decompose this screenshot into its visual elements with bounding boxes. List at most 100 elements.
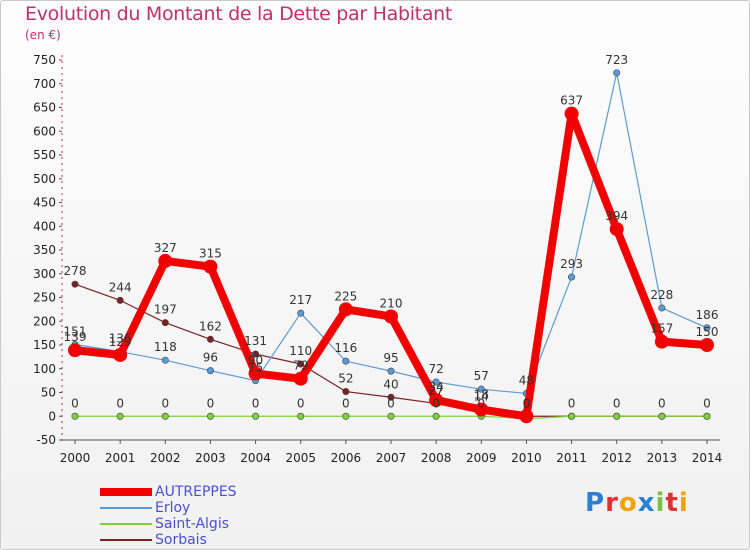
data-point [609, 222, 624, 237]
data-point [432, 378, 440, 386]
data-label: 95 [383, 351, 398, 365]
x-tick-label: 2014 [692, 451, 723, 465]
data-point [252, 350, 260, 358]
data-point [113, 347, 128, 362]
data-label: 157 [650, 322, 673, 336]
y-tick-label: 450 [33, 196, 56, 210]
data-point [564, 106, 579, 121]
y-tick-label: 700 [33, 77, 56, 91]
x-tick-label: 2010 [511, 451, 542, 465]
data-label: 210 [380, 297, 403, 311]
data-label: 136 [109, 332, 132, 346]
data-label: 0 [523, 396, 531, 410]
data-label: 0 [71, 396, 79, 410]
x-tick-label: 2004 [240, 451, 271, 465]
data-label: 0 [658, 396, 666, 410]
data-point [703, 324, 711, 332]
data-label: 217 [289, 293, 312, 307]
x-tick-label: 2013 [647, 451, 678, 465]
data-label: 0 [568, 396, 576, 410]
data-point [342, 388, 350, 396]
y-tick-label: 50 [41, 386, 56, 400]
data-point [338, 302, 353, 317]
data-label: 225 [334, 289, 357, 303]
data-point [116, 412, 124, 420]
data-label: 186 [696, 308, 719, 322]
x-tick-label: 2011 [556, 451, 587, 465]
data-point [161, 319, 169, 327]
legend-label: AUTREPPES [155, 484, 237, 500]
y-tick-label: 250 [33, 291, 56, 305]
x-tick-label: 2007 [376, 451, 407, 465]
y-tick-label: 300 [33, 267, 56, 281]
data-point [654, 334, 669, 349]
data-label: 0 [703, 396, 711, 410]
data-label: 0 [477, 396, 485, 410]
y-tick-label: -50 [36, 433, 56, 447]
data-point [613, 412, 621, 420]
data-label: 0 [613, 396, 621, 410]
data-label: 327 [154, 241, 177, 255]
data-label: 637 [560, 94, 583, 108]
data-point [703, 412, 711, 420]
data-label: 0 [432, 396, 440, 410]
data-point [432, 412, 440, 420]
x-tick-label: 2000 [60, 451, 91, 465]
data-label: 0 [252, 396, 260, 410]
data-label: 0 [387, 396, 395, 410]
data-point [474, 402, 489, 417]
x-tick-label: 2002 [150, 451, 181, 465]
y-tick-label: 100 [33, 362, 56, 376]
x-tick-label: 2009 [466, 451, 497, 465]
data-point [71, 412, 79, 420]
data-label: 315 [199, 247, 222, 261]
legend-swatch [100, 488, 152, 496]
chart-unit: (en €) [25, 28, 61, 42]
data-label: 14 [474, 390, 489, 404]
data-point [68, 343, 82, 358]
data-point [252, 412, 260, 420]
data-point [297, 309, 305, 317]
data-point [116, 296, 124, 304]
data-point [658, 412, 666, 420]
data-point [342, 357, 350, 365]
y-tick-label: 550 [33, 148, 56, 162]
x-tick-label: 2012 [601, 451, 632, 465]
data-label: 278 [64, 264, 87, 278]
data-label: 48 [519, 373, 534, 387]
data-point [206, 367, 214, 375]
y-tick-label: 0 [48, 409, 56, 423]
data-label: 75 [248, 361, 263, 375]
legend-label: Saint-Algis [155, 516, 229, 532]
data-label: 139 [64, 330, 87, 344]
data-point [206, 335, 214, 343]
data-label: 0 [161, 396, 169, 410]
data-point [158, 253, 173, 268]
proxiti-logo: Proxiti [585, 488, 689, 518]
chart-title: Evolution du Montant de la Dette par Hab… [25, 3, 453, 25]
y-tick-label: 750 [33, 53, 56, 67]
data-label: 79 [293, 359, 308, 373]
data-point [203, 259, 218, 274]
data-label: 34 [429, 380, 444, 394]
data-label: 118 [154, 340, 177, 354]
data-label: 110 [289, 344, 312, 358]
data-label: 162 [199, 319, 222, 333]
data-label: 151 [64, 325, 87, 339]
data-label: 116 [334, 341, 357, 355]
y-tick-label: 600 [33, 124, 56, 138]
data-point [700, 338, 714, 352]
data-point [161, 356, 169, 364]
data-point [477, 385, 485, 393]
data-label: 723 [605, 53, 628, 67]
data-label: 129 [109, 335, 132, 349]
data-point [387, 367, 395, 375]
data-point [161, 412, 169, 420]
data-point [248, 366, 263, 381]
y-tick-label: 150 [33, 338, 56, 352]
data-label: 52 [338, 372, 353, 386]
y-tick-label: 500 [33, 172, 56, 186]
x-tick-label: 2001 [105, 451, 136, 465]
data-point [519, 409, 534, 424]
